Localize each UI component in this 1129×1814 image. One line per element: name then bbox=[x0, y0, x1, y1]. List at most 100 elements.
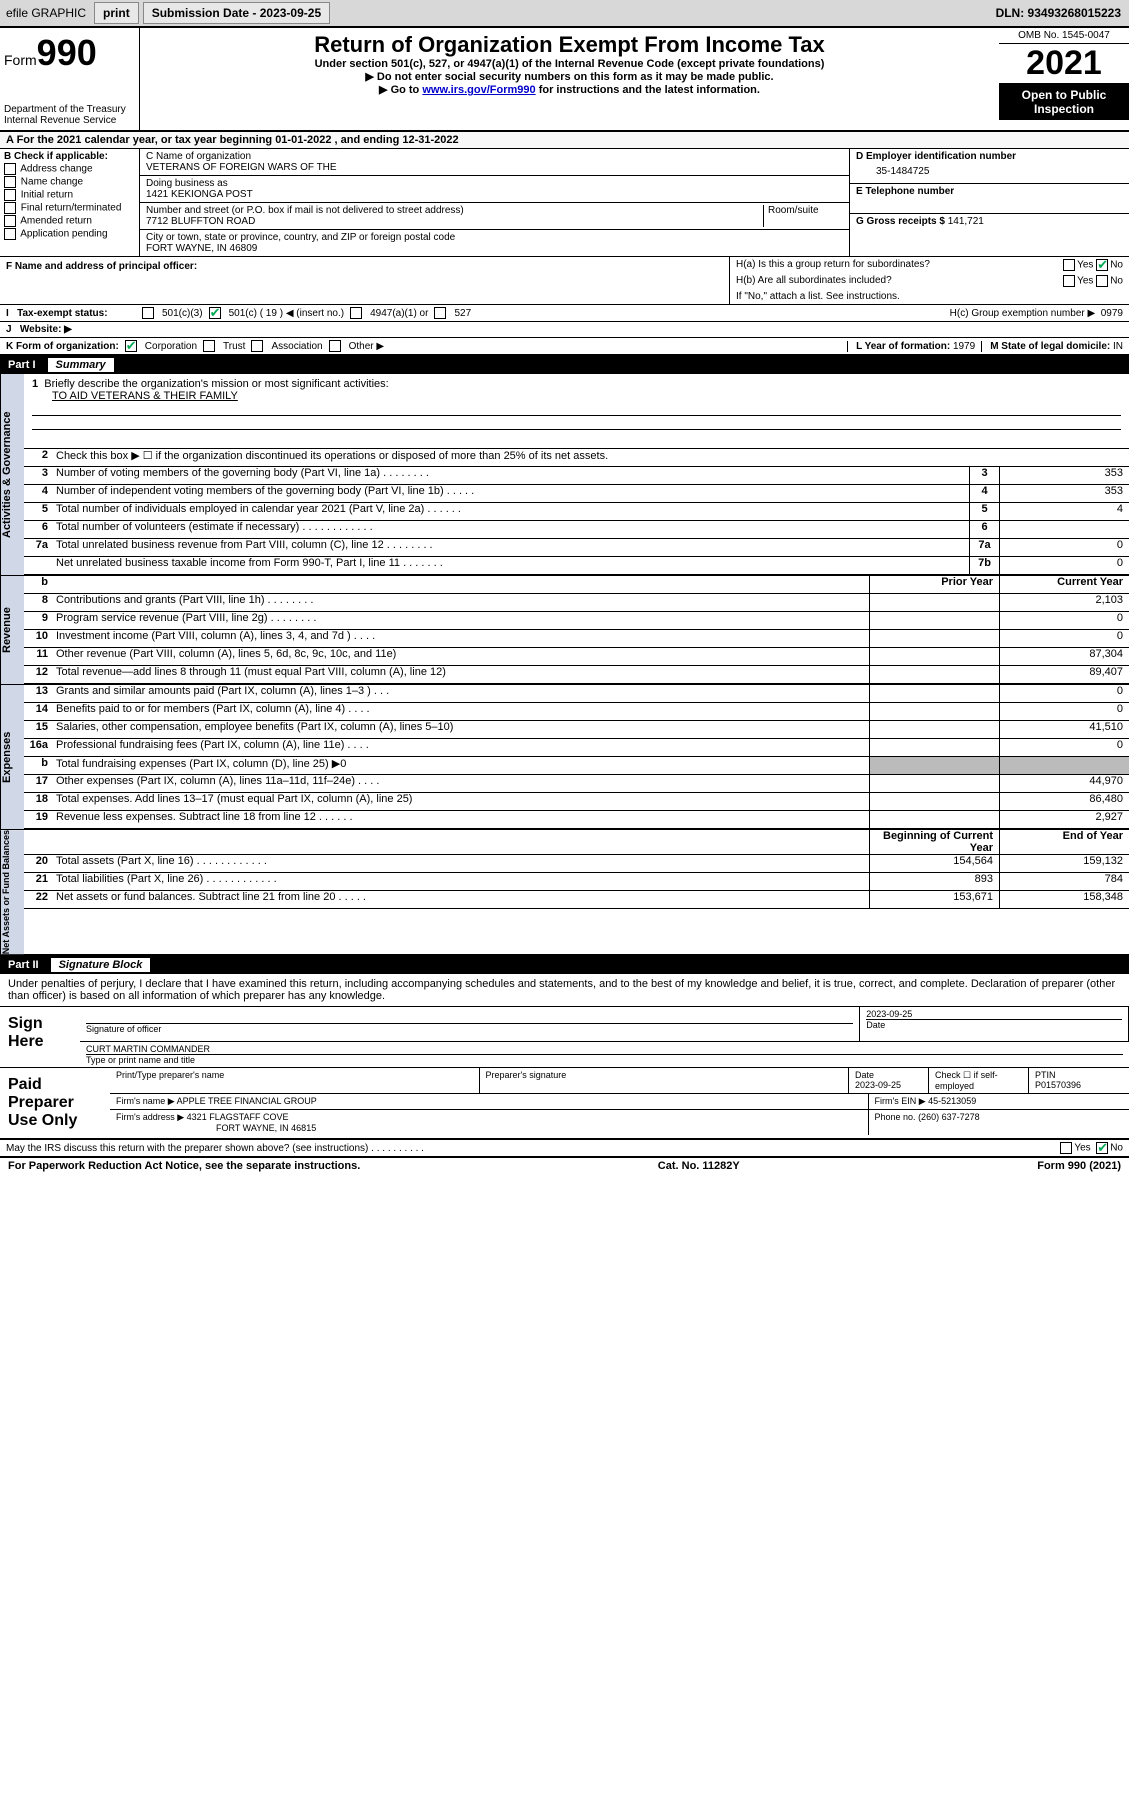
line-num: 11 bbox=[24, 648, 52, 665]
line-desc: Other expenses (Part IX, column (A), lin… bbox=[52, 775, 869, 792]
preparer-name-label: Print/Type preparer's name bbox=[110, 1068, 480, 1093]
4947-label: 4947(a)(1) or bbox=[370, 308, 428, 319]
b-item-label: Amended return bbox=[20, 216, 92, 227]
assoc-checkbox[interactable] bbox=[251, 340, 263, 352]
firm-phone-label: Phone no. bbox=[875, 1112, 916, 1122]
submission-date-label: Submission Date - bbox=[152, 6, 260, 20]
submission-date-button[interactable]: Submission Date - 2023-09-25 bbox=[143, 2, 330, 24]
line-val: 4 bbox=[999, 503, 1129, 520]
col-current: Current Year bbox=[999, 576, 1129, 593]
mission-value: TO AID VETERANS & THEIR FAMILY bbox=[52, 390, 238, 402]
prior-val bbox=[869, 757, 999, 774]
line-num: 7a bbox=[24, 539, 52, 556]
b-checkbox[interactable] bbox=[4, 215, 16, 227]
corp-label: Corporation bbox=[145, 341, 197, 352]
line-desc: Salaries, other compensation, employee b… bbox=[52, 721, 869, 738]
line-num bbox=[24, 557, 52, 574]
street-value: 7712 BLUFFTON ROAD bbox=[146, 216, 763, 227]
submission-date-value: 2023-09-25 bbox=[260, 6, 321, 20]
ha-yes-checkbox[interactable] bbox=[1063, 259, 1075, 271]
prior-val bbox=[869, 811, 999, 828]
line-a-tax-year: A For the 2021 calendar year, or tax yea… bbox=[0, 132, 1129, 149]
current-val: 784 bbox=[999, 873, 1129, 890]
may-no-checkbox[interactable] bbox=[1096, 1142, 1108, 1154]
b-item-label: Address change bbox=[20, 164, 92, 175]
corp-checkbox[interactable] bbox=[125, 340, 137, 352]
line-desc: Revenue less expenses. Subtract line 18 … bbox=[52, 811, 869, 828]
revenue-heading: Revenue bbox=[0, 576, 24, 684]
b-checkbox[interactable] bbox=[4, 202, 16, 214]
line-num: 8 bbox=[24, 594, 52, 611]
527-checkbox[interactable] bbox=[434, 307, 446, 319]
line-desc: Number of independent voting members of … bbox=[52, 485, 969, 502]
part1-num: Part I bbox=[8, 359, 48, 371]
officer-name-label: Type or print name and title bbox=[86, 1054, 1123, 1065]
line-num: 20 bbox=[24, 855, 52, 872]
other-label: Other ▶ bbox=[349, 341, 384, 352]
sign-date-label: Date bbox=[866, 1019, 1122, 1030]
row-klm: K Form of organization: Corporation Trus… bbox=[0, 338, 1129, 356]
form-word: Form bbox=[4, 52, 37, 68]
line-desc: Net assets or fund balances. Subtract li… bbox=[52, 891, 869, 908]
no-label-2: No bbox=[1110, 276, 1123, 287]
current-val: 41,510 bbox=[999, 721, 1129, 738]
4947-checkbox[interactable] bbox=[350, 307, 362, 319]
line-desc: Other revenue (Part VIII, column (A), li… bbox=[52, 648, 869, 665]
instr-ssn: ▶ Do not enter social security numbers o… bbox=[144, 70, 995, 83]
ha-no-checkbox[interactable] bbox=[1096, 259, 1108, 271]
may-yes-checkbox[interactable] bbox=[1060, 1142, 1072, 1154]
expenses-section: Expenses 13Grants and similar amounts pa… bbox=[0, 685, 1129, 830]
irs-link[interactable]: www.irs.gov/Form990 bbox=[422, 84, 535, 96]
preparer-sig-label: Preparer's signature bbox=[480, 1068, 850, 1093]
line-box: 7b bbox=[969, 557, 999, 574]
prior-val bbox=[869, 775, 999, 792]
self-employed-label: Check ☐ if self-employed bbox=[929, 1068, 1029, 1093]
print-button[interactable]: print bbox=[94, 2, 139, 24]
h-b-note: If "No," attach a list. See instructions… bbox=[730, 289, 1129, 304]
line-box: 6 bbox=[969, 521, 999, 538]
prior-val bbox=[869, 703, 999, 720]
line-desc: Total revenue—add lines 8 through 11 (mu… bbox=[52, 666, 869, 683]
line-desc: Total liabilities (Part X, line 26) . . … bbox=[52, 873, 869, 890]
h-c-value: 0979 bbox=[1101, 308, 1123, 319]
instr-goto-a: ▶ Go to bbox=[379, 84, 422, 96]
line-box: 7a bbox=[969, 539, 999, 556]
line-val: 353 bbox=[999, 467, 1129, 484]
line-desc: Total expenses. Add lines 13–17 (must eq… bbox=[52, 793, 869, 810]
hb-no-checkbox[interactable] bbox=[1096, 275, 1108, 287]
l-value: 1979 bbox=[953, 341, 975, 352]
irs-label: Internal Revenue Service bbox=[4, 115, 135, 126]
b-checkbox[interactable] bbox=[4, 176, 16, 188]
may-yes: Yes bbox=[1074, 1143, 1090, 1154]
f-officer-label: F Name and address of principal officer: bbox=[0, 257, 729, 304]
line-box: 4 bbox=[969, 485, 999, 502]
line-desc: Program service revenue (Part VIII, line… bbox=[52, 612, 869, 629]
hb-yes-checkbox[interactable] bbox=[1063, 275, 1075, 287]
line-val: 353 bbox=[999, 485, 1129, 502]
firm-name: APPLE TREE FINANCIAL GROUP bbox=[177, 1096, 317, 1106]
501c-checkbox[interactable] bbox=[209, 307, 221, 319]
efile-label: efile GRAPHIC bbox=[0, 6, 92, 20]
line-num: 3 bbox=[24, 467, 52, 484]
501c3-checkbox[interactable] bbox=[142, 307, 154, 319]
part2-num: Part II bbox=[8, 959, 51, 971]
b-item-label: Final return/terminated bbox=[21, 203, 122, 214]
firm-phone: (260) 637-7278 bbox=[918, 1112, 980, 1122]
current-val: 2,103 bbox=[999, 594, 1129, 611]
prior-val: 153,671 bbox=[869, 891, 999, 908]
firm-addr1: 4321 FLAGSTAFF COVE bbox=[187, 1112, 289, 1122]
trust-checkbox[interactable] bbox=[203, 340, 215, 352]
line-desc: Total assets (Part X, line 16) . . . . .… bbox=[52, 855, 869, 872]
b-checkbox[interactable] bbox=[4, 228, 16, 240]
current-val: 44,970 bbox=[999, 775, 1129, 792]
other-checkbox[interactable] bbox=[329, 340, 341, 352]
line-desc: Number of voting members of the governin… bbox=[52, 467, 969, 484]
b-checkbox[interactable] bbox=[4, 189, 16, 201]
col-b-checkboxes: B Check if applicable: Address change Na… bbox=[0, 149, 140, 256]
current-val: 0 bbox=[999, 685, 1129, 702]
line-desc: Net unrelated business taxable income fr… bbox=[52, 557, 969, 574]
dba-label: Doing business as bbox=[146, 178, 843, 189]
b-checkbox[interactable] bbox=[4, 163, 16, 175]
mission-label: Briefly describe the organization's miss… bbox=[44, 378, 388, 390]
prior-val bbox=[869, 594, 999, 611]
